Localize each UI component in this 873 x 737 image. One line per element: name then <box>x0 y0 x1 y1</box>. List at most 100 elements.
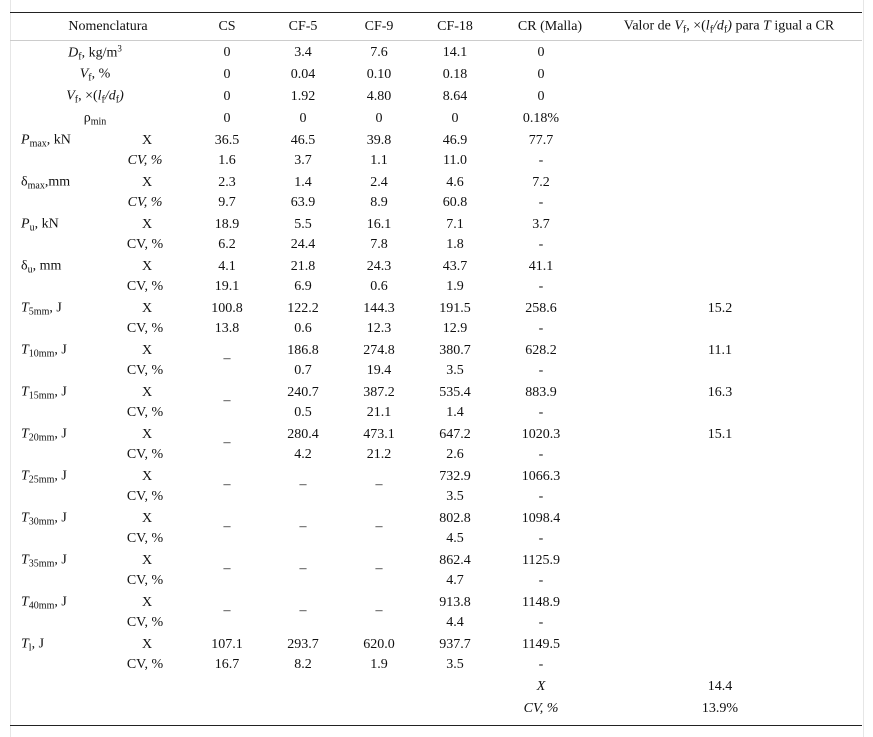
table-cell: – <box>375 603 383 618</box>
table-cell: 1.4 <box>294 175 312 190</box>
table-cell: 473.1 <box>363 427 395 442</box>
label-unit: , mm <box>32 258 62 274</box>
table-cell: 60.8 <box>442 195 468 210</box>
table-cell: – <box>223 519 231 534</box>
label-unit: , % <box>91 66 111 82</box>
stat-label-x: X <box>141 175 153 190</box>
table-cell: 18.9 <box>214 217 240 232</box>
label-part: f <box>723 24 728 36</box>
table-cell: 0.7 <box>294 363 312 378</box>
label-unit: , J <box>31 636 45 652</box>
table-cell: - <box>538 237 544 252</box>
table-cell: – <box>223 603 231 618</box>
table-cell: 620.0 <box>363 637 395 652</box>
stat-label-cv: CV, % <box>126 405 164 420</box>
table-frame <box>10 0 864 737</box>
table-cell: 0 <box>299 111 307 126</box>
table-cell: – <box>299 477 307 492</box>
stat-label-cv: CV, % <box>126 657 164 672</box>
table-cell: 0 <box>537 45 545 60</box>
row-label: T40mm, J <box>21 595 67 612</box>
label-part: f <box>115 94 120 106</box>
label-subscript: min <box>90 116 107 128</box>
table-cell: 186.8 <box>287 343 319 358</box>
label-unit: , kN <box>34 216 59 232</box>
table-cell: 1.8 <box>446 237 464 252</box>
label-part: igual a CR <box>770 18 835 34</box>
table-cell: 1098.4 <box>521 511 561 526</box>
table-cell: 535.4 <box>439 385 471 400</box>
table-cell: 191.5 <box>439 301 471 316</box>
row-label: T20mm, J <box>21 427 67 444</box>
table-cell: 7.1 <box>446 217 464 232</box>
table-cell: 1066.3 <box>521 469 561 484</box>
table-cell: – <box>223 351 231 366</box>
table-cell: 0 <box>537 67 545 82</box>
table-cell: 100.8 <box>211 301 243 316</box>
table-cell: 1148.9 <box>522 595 560 610</box>
table-cell: 0 <box>451 111 459 126</box>
table-cell: 1.4 <box>446 405 464 420</box>
row-label: T30mm, J <box>21 511 67 528</box>
table-cell: 107.1 <box>211 637 243 652</box>
table-cell: 5.5 <box>294 217 312 232</box>
row-label: Pmax, kN <box>21 133 71 150</box>
table-cell: 0.5 <box>294 405 312 420</box>
table-cell: 1020.3 <box>521 427 561 442</box>
header-cf-5: CF-5 <box>288 19 318 34</box>
header-cs: CS <box>218 19 236 34</box>
label-subscript: 20mm <box>28 432 55 444</box>
label-unit: , J <box>54 510 67 526</box>
header-valor: Valor de Vf, ×(lf/df) para T igual a CR <box>624 19 834 36</box>
table-cell: 4.6 <box>446 175 464 190</box>
label-superscript: 3 <box>117 43 122 54</box>
table-cell: 628.2 <box>525 343 557 358</box>
table-cell: 802.8 <box>439 511 471 526</box>
table-cell: – <box>299 519 307 534</box>
stat-label-x: X <box>141 301 153 316</box>
table-cell: - <box>538 531 544 546</box>
stat-label-x: X <box>141 259 153 274</box>
table-cell: - <box>538 405 544 420</box>
table-cell: 43.7 <box>442 259 468 274</box>
table-cell: 77.7 <box>528 133 554 148</box>
table-cell: 0 <box>223 111 231 126</box>
label-symbol: δ <box>21 174 28 190</box>
label-part: para <box>731 18 764 34</box>
table-cell: – <box>223 393 231 408</box>
table-cell: 9.7 <box>218 195 236 210</box>
table-cell: 46.5 <box>290 133 316 148</box>
label-part: f <box>682 24 687 36</box>
table-cell: 39.8 <box>366 133 392 148</box>
table-cell: 6.9 <box>294 279 312 294</box>
stat-label-cv: CV, % <box>126 237 164 252</box>
label-part: l <box>97 88 102 104</box>
table-cell: 63.9 <box>290 195 316 210</box>
summary-x-value: 14.4 <box>707 679 733 694</box>
table-cell: 913.8 <box>439 595 471 610</box>
table-cell: 387.2 <box>363 385 395 400</box>
table-cell: 3.5 <box>446 489 464 504</box>
table-cell: - <box>538 615 544 630</box>
table-cell: 0 <box>375 111 383 126</box>
table-cell: – <box>223 561 231 576</box>
table-cell: - <box>538 363 544 378</box>
label-unit: , kN <box>46 132 71 148</box>
label-unit: , J <box>54 552 67 568</box>
label-unit: ,mm <box>44 174 71 190</box>
label-part: l <box>705 18 710 34</box>
stat-label-x: X <box>141 637 153 652</box>
table-cell: – <box>375 561 383 576</box>
header-rule <box>10 40 862 41</box>
stat-label-x: X <box>141 343 153 358</box>
table-cell: 8.64 <box>442 89 468 104</box>
row-label: δu, mm <box>21 259 61 276</box>
table-cell: 4.5 <box>446 531 464 546</box>
table-cell: - <box>538 657 544 672</box>
label-part: / <box>104 88 109 104</box>
row-label: Vf, ×(lf/df) <box>66 89 124 106</box>
label-subscript: u <box>29 222 35 234</box>
table-cell: 732.9 <box>439 469 471 484</box>
table-cell: 46.9 <box>442 133 468 148</box>
table-cell: 0.18 <box>442 67 468 82</box>
